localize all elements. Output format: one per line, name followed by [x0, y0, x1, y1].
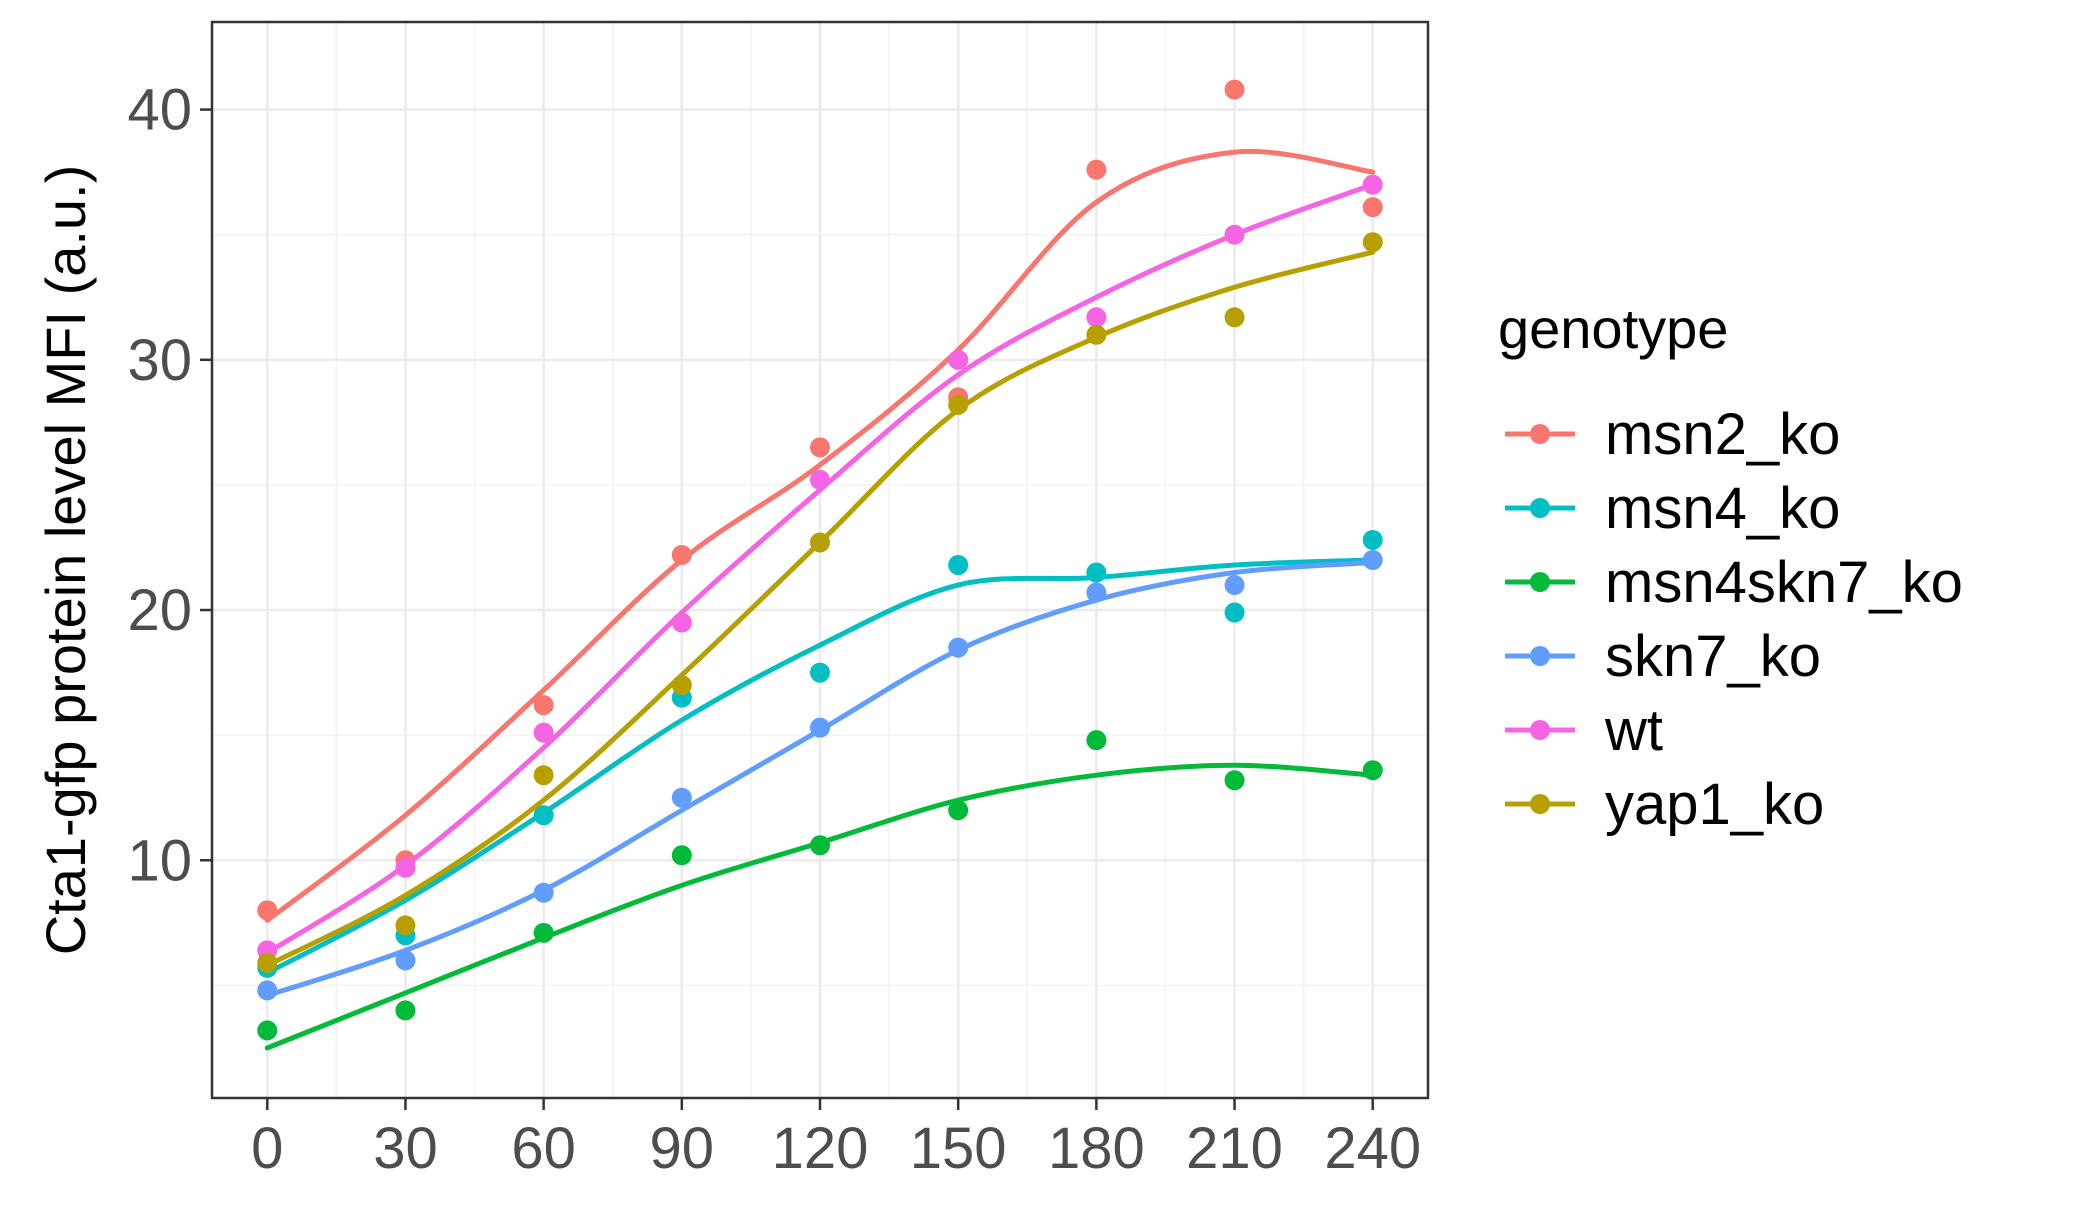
series-line-msn4-ko: [264, 557, 1376, 976]
data-point-msn2-ko: [257, 900, 278, 921]
series-yap1-ko: [257, 232, 1383, 973]
x-tick-label: 0: [251, 1116, 283, 1181]
data-point-msn4skn7-ko: [810, 835, 830, 856]
x-tick-label: 90: [650, 1116, 715, 1181]
legend-marker-skn7-ko: [1530, 646, 1550, 666]
legend-label-yap1-ko: yap1_ko: [1605, 772, 1824, 837]
data-point-msn4skn7-ko: [395, 1000, 416, 1021]
y-tick-label: 30: [127, 328, 192, 393]
x-tick-label: 30: [373, 1116, 438, 1181]
data-point-msn4-ko: [1224, 602, 1245, 623]
legend-title: genotype: [1498, 297, 1728, 360]
data-point-wt: [1086, 307, 1107, 328]
data-point-msn2-ko: [1224, 79, 1245, 100]
data-point-skn7-ko: [671, 787, 692, 808]
data-point-yap1-ko: [1086, 324, 1107, 345]
data-point-wt: [395, 857, 416, 878]
legend-label-msn2-ko: msn2_ko: [1605, 402, 1840, 467]
data-point-msn4skn7-ko: [948, 800, 969, 821]
data-point-yap1-ko: [1362, 232, 1383, 253]
data-point-wt: [948, 349, 969, 370]
data-point-yap1-ko: [671, 675, 692, 696]
series-line-msn2-ko: [264, 148, 1376, 923]
x-tick-label: 120: [772, 1116, 869, 1181]
data-point-yap1-ko: [810, 532, 830, 553]
x-tick-label: 180: [1048, 1116, 1145, 1181]
legend: genotype msn2_ko msn4_ko msn4skn7_ko skn7_k…: [1498, 297, 1963, 837]
legend-label-msn4skn7-ko: msn4skn7_ko: [1605, 550, 1963, 615]
data-point-skn7-ko: [395, 950, 416, 971]
x-tick-label: 240: [1324, 1116, 1421, 1181]
series-skn7-ko: [257, 550, 1383, 1001]
legend-item-msn4skn7-ko: msn4skn7_ko: [1505, 550, 1963, 615]
data-point-skn7-ko: [810, 717, 830, 738]
data-point-msn2-ko: [1086, 159, 1107, 180]
legend-item-wt: wt: [1505, 698, 1663, 763]
data-point-yap1-ko: [257, 952, 278, 973]
legend-marker-msn2-ko: [1530, 424, 1550, 444]
y-tick-label: 10: [127, 828, 192, 893]
data-point-wt: [1362, 174, 1383, 195]
legend-label-skn7-ko: skn7_ko: [1605, 624, 1821, 689]
legend-item-msn2-ko: msn2_ko: [1505, 402, 1840, 467]
data-point-skn7-ko: [1224, 575, 1245, 596]
legend-item-msn4-ko: msn4_ko: [1505, 476, 1840, 541]
data-point-msn4skn7-ko: [1086, 730, 1107, 751]
grid-layer: [212, 22, 1428, 1098]
data-point-msn4-ko: [1362, 529, 1383, 550]
legend-label-msn4-ko: msn4_ko: [1605, 476, 1840, 541]
legend-marker-wt: [1530, 720, 1550, 740]
data-point-msn2-ko: [1362, 197, 1383, 218]
data-point-msn4skn7-ko: [1362, 760, 1383, 781]
legend-marker-msn4-ko: [1530, 498, 1550, 518]
data-point-msn4-ko: [533, 805, 554, 826]
series-layer: [257, 79, 1383, 1051]
series-msn4-ko: [257, 529, 1383, 978]
data-point-msn4skn7-ko: [671, 845, 692, 866]
series-msn4skn7-ko: [257, 730, 1383, 1051]
series-wt: [257, 174, 1383, 961]
data-point-yap1-ko: [1224, 307, 1245, 328]
y-tick-label: 40: [127, 78, 192, 143]
data-point-skn7-ko: [1086, 582, 1107, 603]
data-point-yap1-ko: [533, 765, 554, 786]
x-tick-label: 60: [511, 1116, 576, 1181]
axis-layer: 0 30 60 90 120 150 180 210 240 10 20 30 40: [127, 78, 1421, 1181]
data-point-msn4-ko: [810, 662, 830, 683]
data-point-wt: [810, 469, 830, 490]
series-line-wt: [264, 182, 1376, 956]
data-point-wt: [1224, 224, 1245, 245]
data-point-skn7-ko: [1362, 550, 1383, 570]
data-point-yap1-ko: [948, 394, 969, 415]
data-point-yap1-ko: [395, 915, 416, 936]
data-point-msn4-ko: [948, 555, 969, 576]
data-point-wt: [671, 612, 692, 633]
y-axis-label: Cta1-gfp protein level MFI (a.u.): [34, 165, 97, 956]
data-point-msn4skn7-ko: [1224, 770, 1245, 791]
x-tick-label: 210: [1186, 1116, 1283, 1181]
data-point-skn7-ko: [948, 637, 969, 658]
y-tick-label: 20: [127, 578, 192, 643]
data-point-msn2-ko: [671, 544, 692, 565]
data-point-wt: [533, 722, 554, 743]
data-point-msn4skn7-ko: [257, 1020, 278, 1041]
data-point-msn4skn7-ko: [533, 922, 554, 943]
data-point-msn2-ko: [810, 437, 830, 458]
legend-marker-yap1-ko: [1530, 794, 1550, 814]
data-point-msn4-ko: [1086, 562, 1107, 583]
legend-item-yap1-ko: yap1_ko: [1505, 772, 1824, 837]
legend-item-skn7-ko: skn7_ko: [1505, 624, 1821, 689]
legend-label-wt: wt: [1604, 698, 1663, 763]
data-point-msn2-ko: [533, 695, 554, 716]
legend-marker-msn4skn7-ko: [1530, 572, 1550, 592]
data-point-skn7-ko: [257, 980, 278, 1001]
data-point-skn7-ko: [533, 882, 554, 903]
x-tick-label: 150: [910, 1116, 1007, 1181]
